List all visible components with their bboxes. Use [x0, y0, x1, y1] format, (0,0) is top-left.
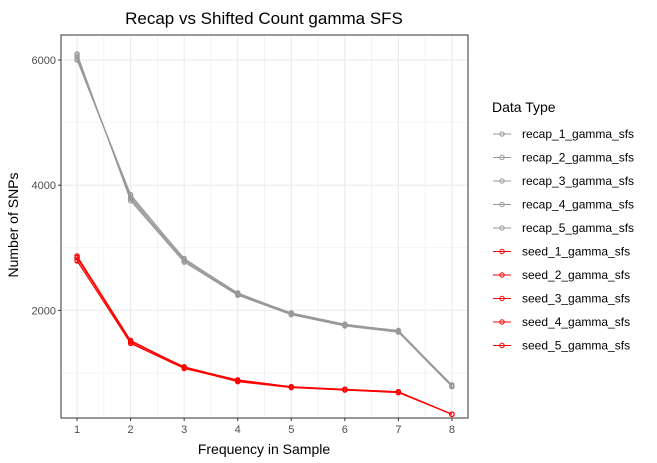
x-tick-label: 5	[288, 424, 294, 436]
y-tick-label: 6000	[32, 55, 56, 67]
data-point	[288, 311, 294, 317]
data-point	[74, 54, 80, 60]
legend-label: recap_1_gamma_sfs	[522, 127, 634, 141]
series-line	[76, 53, 453, 388]
x-tick-label: 6	[342, 424, 348, 436]
legend-label: seed_1_gamma_sfs	[522, 245, 630, 259]
series-lines	[74, 51, 455, 417]
grid	[61, 35, 468, 418]
x-tick-label: 8	[449, 424, 455, 436]
chart-title: Recap vs Shifted Count gamma SFS	[125, 9, 403, 28]
legend-label: recap_3_gamma_sfs	[522, 174, 634, 188]
data-point	[181, 364, 187, 371]
legend-item: seed_5_gamma_sfs	[493, 339, 630, 353]
legend-key-point	[499, 295, 505, 302]
data-point	[449, 383, 455, 389]
legend-key-point	[499, 342, 505, 349]
legend-item: seed_4_gamma_sfs	[493, 315, 630, 329]
series-line	[76, 260, 453, 415]
y-tick-label: 4000	[32, 180, 56, 192]
legend-key-point	[499, 272, 505, 278]
legend-key-point	[499, 178, 505, 184]
data-point	[235, 291, 241, 297]
data-point	[342, 386, 348, 393]
series-line	[76, 256, 453, 415]
x-tick-label: 3	[181, 424, 187, 436]
data-point	[127, 338, 134, 344]
data-point	[288, 384, 294, 390]
legend-label: recap_4_gamma_sfs	[522, 198, 634, 212]
x-axis-title: Frequency in Sample	[198, 441, 331, 457]
series-line	[76, 56, 453, 387]
legend-item: recap_5_gamma_sfs	[493, 221, 634, 235]
legend: Data Type recap_1_gamma_sfs recap_2_gamma…	[492, 99, 634, 353]
y-axis-title: Number of SNPs	[5, 172, 21, 277]
panel-border	[60, 34, 469, 419]
legend-label: recap_2_gamma_sfs	[522, 151, 634, 165]
series-seed_5_gamma_sfs	[74, 254, 455, 417]
legend-item: seed_3_gamma_sfs	[493, 292, 630, 306]
legend-item: seed_1_gamma_sfs	[493, 245, 630, 259]
y-tick-label: 2000	[32, 305, 56, 317]
legend-key-point	[499, 154, 505, 161]
legend-label: seed_4_gamma_sfs	[522, 315, 630, 329]
data-point	[74, 56, 80, 62]
legend-label: seed_2_gamma_sfs	[522, 268, 630, 282]
series-line	[76, 58, 453, 386]
legend-key-point	[499, 319, 505, 325]
data-point	[342, 322, 348, 328]
legend-title: Data Type	[492, 99, 556, 115]
data-point	[74, 51, 80, 57]
x-tick-label: 4	[235, 424, 241, 436]
data-point	[449, 411, 455, 417]
axes: 1 2 3 4 5 6 7 8 2000 4000 6000	[32, 55, 455, 436]
legend-label: seed_3_gamma_sfs	[522, 292, 630, 306]
legend-item: recap_4_gamma_sfs	[493, 198, 634, 212]
legend-label: recap_5_gamma_sfs	[522, 221, 634, 235]
data-point	[395, 328, 402, 335]
legend-label: seed_5_gamma_sfs	[522, 339, 630, 353]
legend-item: recap_2_gamma_sfs	[493, 151, 634, 165]
legend-key-point	[499, 248, 505, 255]
legend-item: recap_1_gamma_sfs	[493, 127, 634, 141]
legend-key-point	[499, 201, 505, 208]
legend-key-point	[499, 225, 505, 231]
legend-key-point	[499, 131, 505, 137]
x-tick-label: 2	[128, 424, 134, 436]
data-point	[395, 389, 402, 395]
legend-item: seed_2_gamma_sfs	[493, 268, 630, 282]
data-point	[74, 254, 80, 260]
x-tick-label: 1	[74, 424, 80, 436]
data-point	[235, 377, 241, 383]
legend-item: recap_3_gamma_sfs	[493, 174, 634, 188]
series-recap_5_gamma_sfs	[74, 54, 455, 389]
data-point	[181, 257, 187, 263]
data-point	[127, 195, 134, 201]
x-tick-label: 7	[395, 424, 401, 436]
